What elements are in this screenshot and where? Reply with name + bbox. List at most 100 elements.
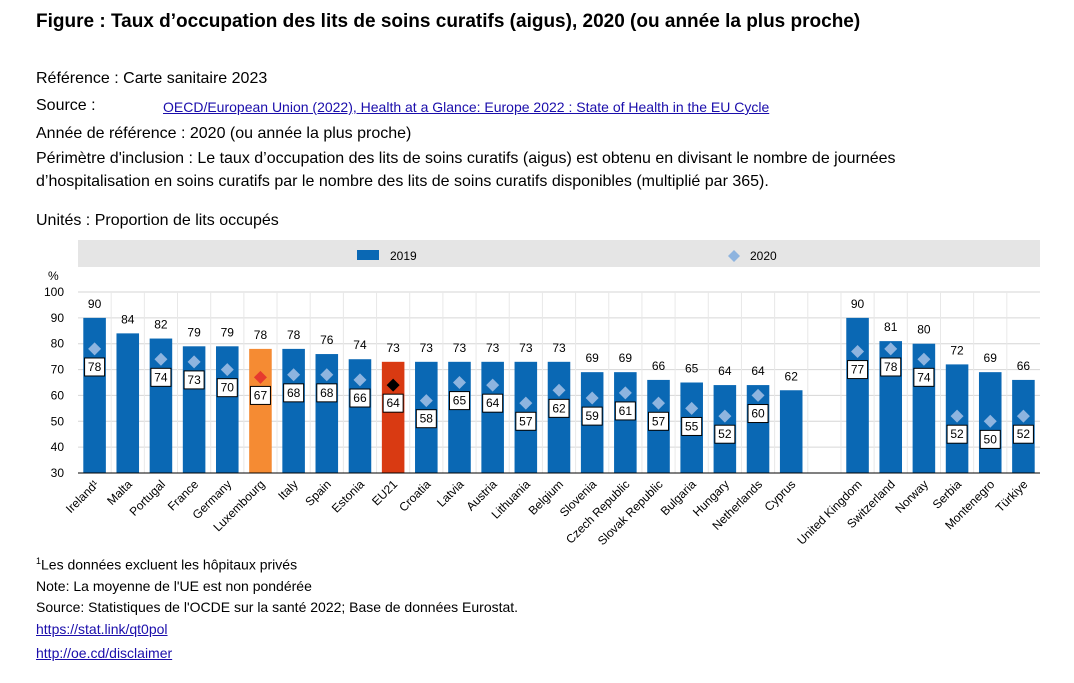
marker-2020: [917, 352, 931, 366]
marker-2020: [187, 355, 201, 369]
marker-value-label: 74: [154, 370, 168, 384]
footnote-2: Note: La moyenne de l'UE est non pondéré…: [36, 578, 312, 594]
x-tick-label: Norway: [892, 477, 931, 516]
marker-value-label: 60: [751, 407, 765, 421]
legend-2020-label: 2020: [750, 249, 777, 263]
marker-2020: [685, 401, 699, 415]
legend-2020-swatch: [728, 250, 740, 262]
marker-2020: [486, 378, 500, 392]
marker-value-label: 61: [619, 404, 633, 418]
marker-2020: [552, 383, 566, 397]
bar-value-label: 79: [221, 325, 235, 339]
bar-2019: [779, 390, 803, 473]
x-tick-label: Malta: [104, 477, 135, 508]
marker-value-box: [648, 411, 670, 431]
bar-2019: [614, 372, 637, 473]
bar-value-label: 90: [88, 297, 102, 311]
marker-2020: [585, 391, 599, 405]
bar-2019: [846, 317, 869, 473]
reference-text: Référence : Carte sanitaire 2023: [36, 70, 268, 87]
marker-2020: [88, 342, 102, 356]
y-tick-label: 50: [51, 414, 65, 428]
marker-value-box: [448, 391, 470, 411]
bar-2019: [448, 361, 471, 473]
y-axis-label: %: [48, 269, 59, 283]
marker-value-label: 65: [453, 394, 467, 408]
bar-value-label: 64: [718, 364, 732, 378]
marker-value-box: [482, 393, 504, 413]
x-tick-label: Ireland¹: [63, 477, 102, 516]
reference-year: Année de référence : 2020 (ou année la p…: [36, 125, 412, 142]
bar-value-label: 69: [984, 351, 998, 365]
bar-value-label: 81: [884, 320, 898, 334]
bar-2019: [215, 346, 239, 473]
bar-value-label: 72: [950, 343, 964, 357]
marker-value-label: 70: [221, 381, 235, 395]
marker-2020: [220, 363, 234, 377]
marker-value-label: 52: [718, 427, 732, 441]
marker-2020: [154, 352, 168, 366]
bar-value-label: 62: [785, 369, 799, 383]
bar-value-label: 69: [585, 351, 599, 365]
bar-value-label: 84: [121, 312, 135, 326]
bar-2019: [348, 359, 372, 473]
footnote-1-marker: 1: [36, 556, 42, 566]
marker-2020: [884, 342, 898, 356]
bar-value-label: 73: [453, 341, 467, 355]
marker-value-box: [249, 385, 271, 405]
marker-2020: [253, 370, 267, 384]
bar-value-label: 90: [851, 297, 865, 311]
footnote-3: Source: Statistiques de l'OCDE sur la sa…: [36, 599, 519, 615]
x-tick-label: Latvia: [434, 477, 467, 510]
bar-2019: [83, 317, 106, 473]
scope-line-1: Périmètre d'inclusion : Le taux d’occupa…: [36, 150, 896, 167]
marker-value-label: 73: [187, 373, 201, 387]
footnote-1: 1Les données excluent les hôpitaux privé…: [36, 556, 297, 573]
marker-value-box: [847, 360, 869, 380]
marker-value-box: [979, 429, 1001, 449]
marker-value-label: 62: [552, 401, 566, 415]
legend-box: [78, 240, 1040, 267]
marker-value-box: [880, 357, 902, 377]
marker-value-box: [581, 406, 603, 426]
units-text: Unités : Proportion de lits occupés: [36, 212, 279, 229]
x-tick-label: Estonia: [329, 477, 367, 515]
bar-value-label: 79: [187, 325, 201, 339]
marker-value-label: 57: [652, 414, 666, 428]
figure-title: Figure : Taux d’occupation des lits de s…: [36, 11, 861, 32]
marker-value-label: 68: [320, 386, 334, 400]
stat-link[interactable]: https://stat.link/qt0pol: [36, 621, 168, 637]
marker-value-label: 78: [884, 360, 898, 374]
bar-value-label: 80: [917, 323, 931, 337]
legend-2019-swatch: [357, 250, 379, 260]
marker-2020: [353, 373, 367, 387]
marker-2020: [519, 396, 533, 410]
marker-2020: [983, 414, 997, 428]
y-tick-label: 70: [51, 363, 65, 377]
marker-value-box: [714, 424, 736, 444]
marker-2020: [950, 409, 964, 423]
marker-2020: [419, 394, 433, 408]
bar-value-label: 78: [254, 328, 268, 342]
source-link[interactable]: OECD/European Union (2022), Health at a …: [163, 99, 770, 115]
bar-2019: [116, 333, 140, 473]
source-label: Source :: [36, 97, 96, 114]
marker-2020: [751, 388, 765, 402]
bar-value-label: 74: [353, 338, 367, 352]
marker-2020: [718, 409, 732, 423]
y-tick-label: 30: [51, 466, 65, 480]
marker-value-box: [515, 411, 537, 431]
marker-value-box: [415, 409, 437, 429]
marker-value-label: 77: [851, 363, 865, 377]
bar-value-label: 78: [287, 328, 301, 342]
y-tick-label: 80: [51, 337, 65, 351]
marker-value-label: 68: [287, 386, 301, 400]
disclaimer-link[interactable]: http://oe.cd/disclaimer: [36, 645, 173, 661]
marker-value-label: 74: [917, 370, 931, 384]
bar-2019: [381, 361, 405, 473]
bar-2019: [282, 348, 305, 473]
marker-value-box: [283, 383, 305, 403]
marker-2020: [851, 344, 865, 358]
x-tick-label: Portugal: [127, 477, 169, 519]
